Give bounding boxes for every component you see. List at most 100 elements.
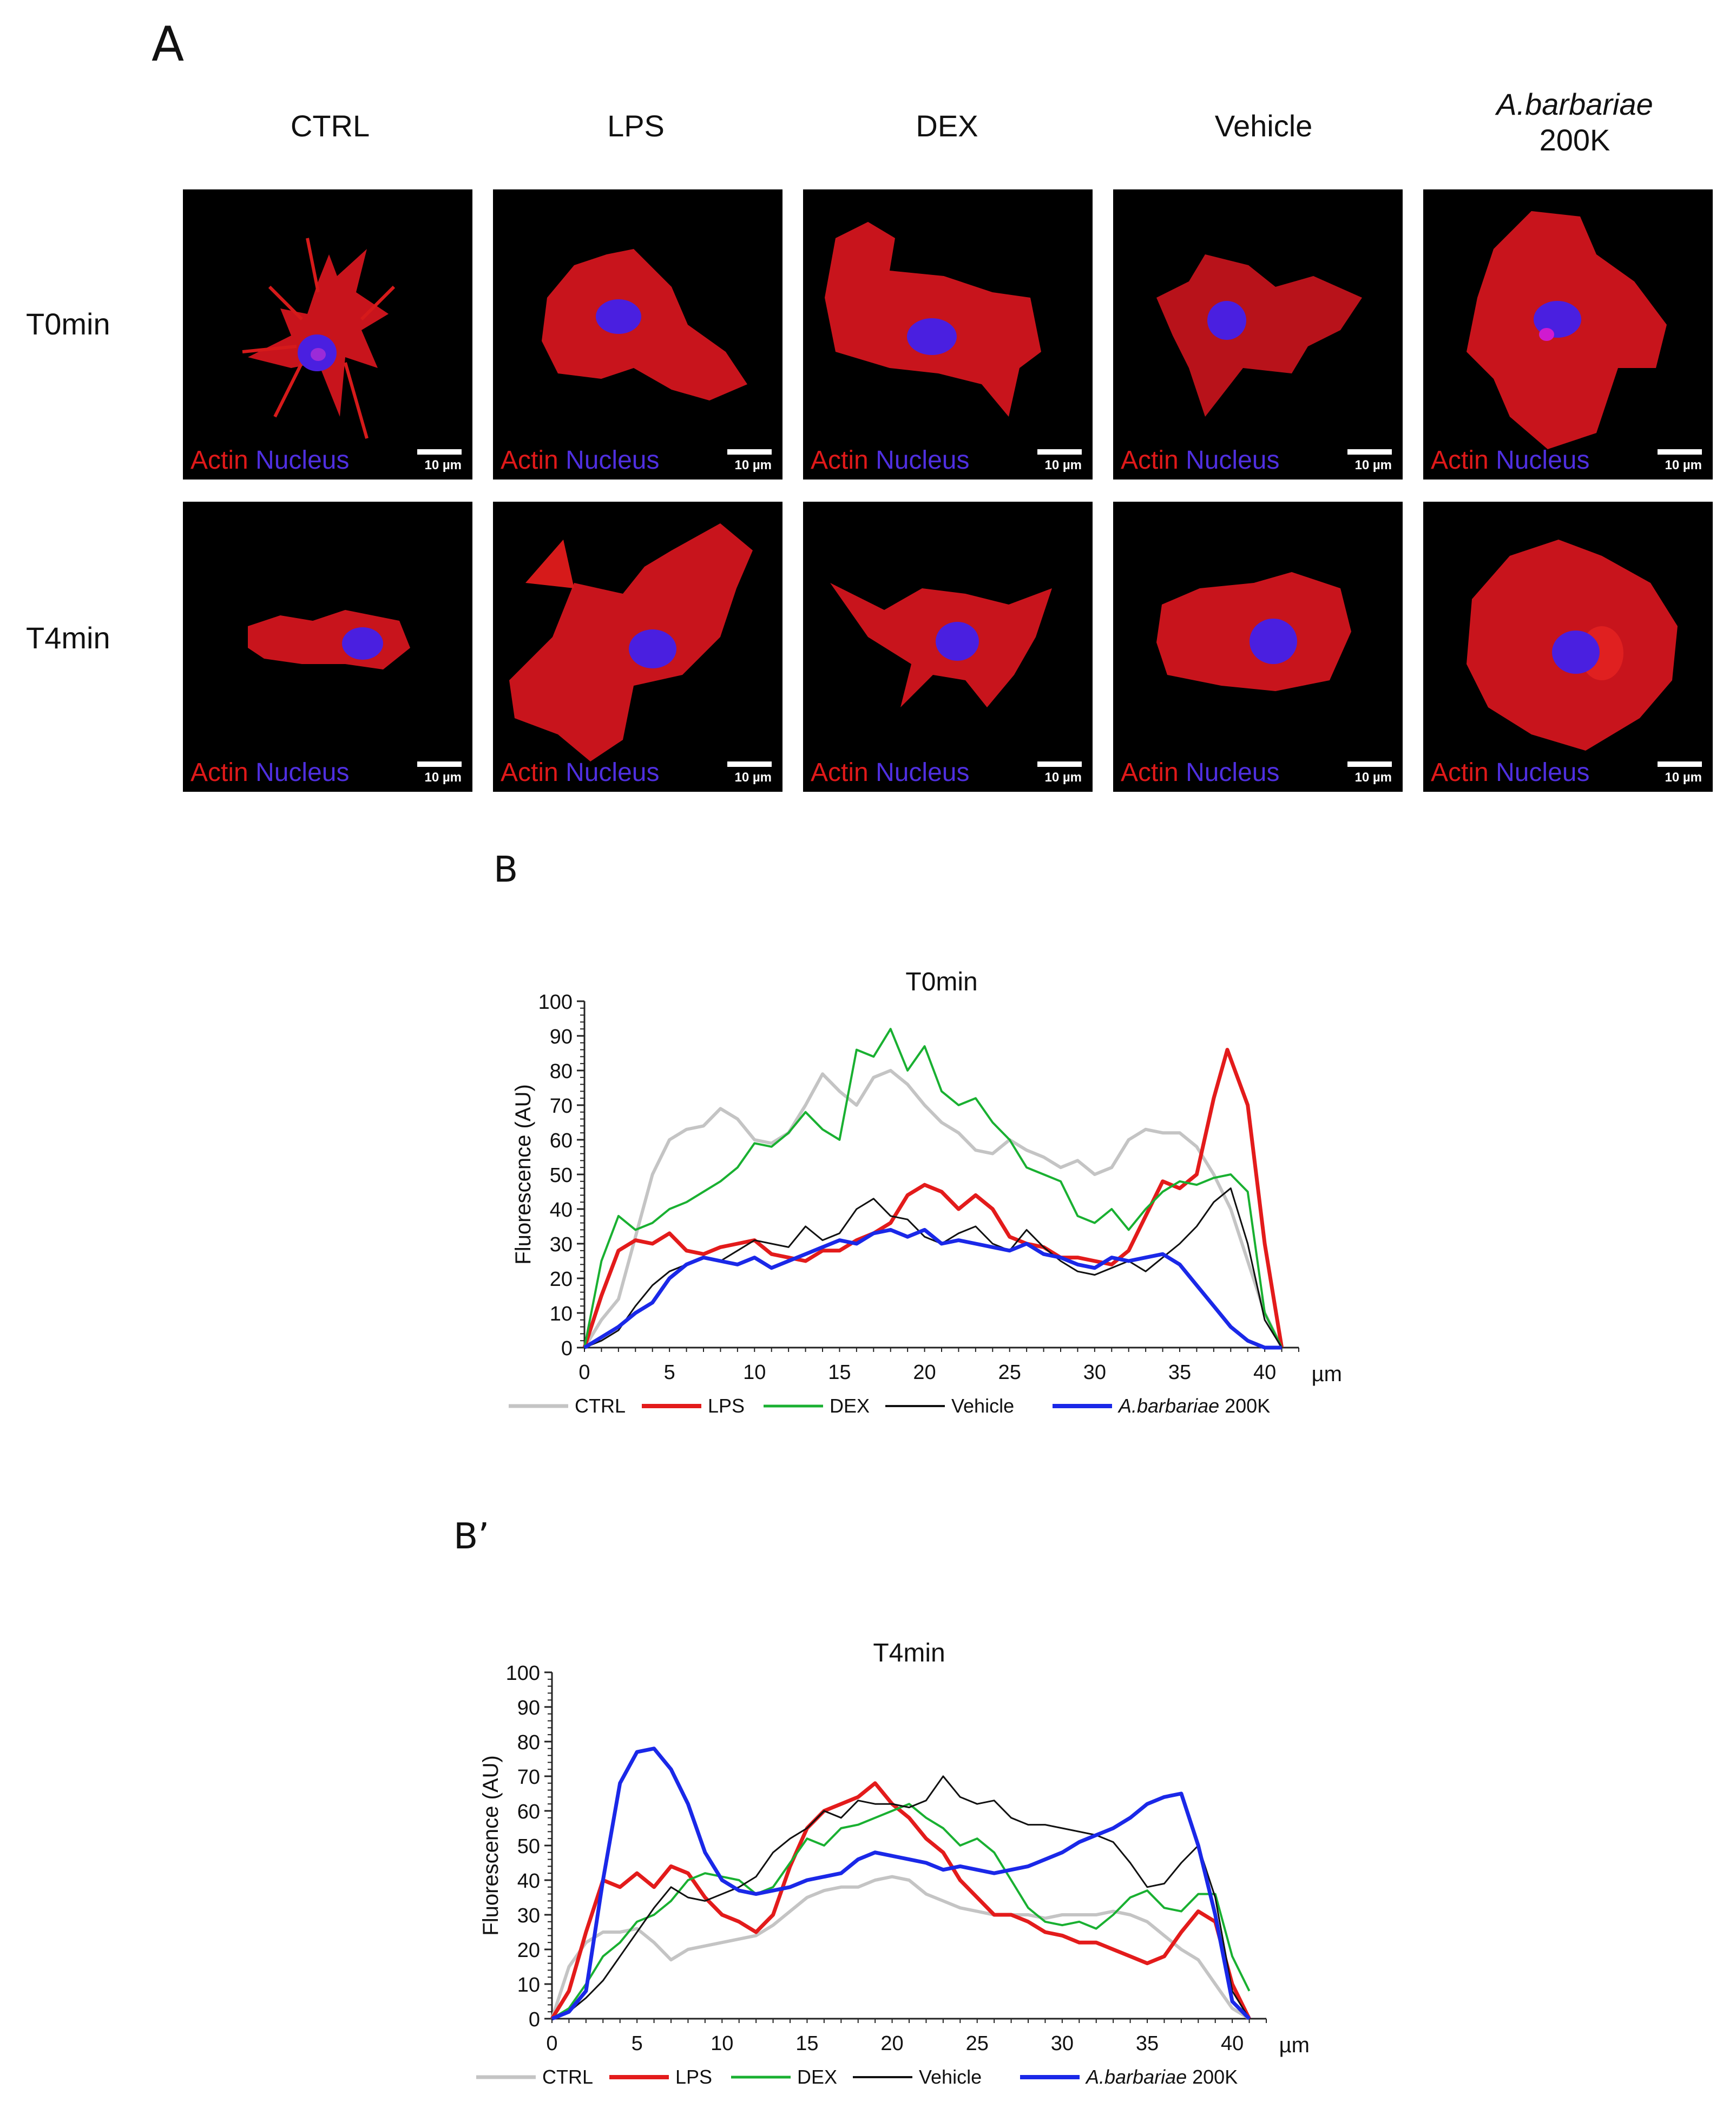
legend-entry: DEX [797,2066,837,2088]
scale-bar-label: 10 µm [1354,770,1392,785]
micrograph-ctrl-t4: Actin Nucleus 10 µm [183,502,472,792]
micrograph-lps-t4: Actin Nucleus 10 µm [493,502,782,792]
actin-label: Actin [190,758,248,787]
nucleus-label: Nucleus [1496,446,1590,475]
y-tick-label: 0 [561,1337,573,1360]
y-tick-label: 0 [529,2008,540,2031]
y-tick-label: 20 [517,1939,540,1962]
y-tick-label: 100 [506,1662,540,1685]
chart-title: T4min [873,1639,945,1667]
legend-entry: A.barbariae 200K [1085,2066,1238,2088]
legend-entry: Vehicle [951,1395,1014,1417]
y-tick-label: 40 [517,1870,540,1893]
x-tick-label: 35 [1168,1361,1191,1384]
scale-bar-label: 10 µm [1665,770,1702,785]
stain-legend: Actin Nucleus [501,445,659,475]
y-tick-label: 10 [517,1974,540,1997]
y-tick-label: 80 [550,1060,573,1083]
legend-entry: DEX [830,1395,870,1417]
y-tick-label: 20 [550,1268,573,1291]
scale-bar-label: 10 µm [734,458,772,472]
series-line-a-barbariae-200k [551,1746,1251,2021]
nucleus-label: Nucleus [876,446,970,475]
x-tick-label: 0 [578,1361,590,1384]
x-tick-label: 20 [880,2032,903,2055]
x-tick-label: 30 [1051,2032,1074,2055]
y-tick-label: 50 [550,1164,573,1187]
nucleus-label: Nucleus [876,758,970,787]
scale-bar [1658,449,1702,455]
column-title: Vehicle [1214,109,1313,143]
y-tick-label: 80 [517,1731,540,1754]
x-tick-label: 10 [711,2032,733,2055]
nucleus-label: Nucleus [1186,446,1280,475]
series-line-dex [583,1028,1283,1348]
stain-legend: Actin Nucleus [1431,445,1589,475]
y-tick-label: 90 [517,1697,540,1719]
series-line-dex [551,1803,1251,2020]
stain-legend: Actin Nucleus [1431,758,1589,787]
legend-entry: Vehicle [919,2066,982,2088]
scale-bar [1037,449,1082,455]
series-line-ctrl [583,1069,1284,1349]
series-line-a-barbariae-200k [583,1227,1282,1350]
legend-entry: LPS [675,2066,712,2088]
line-chart-t4: T4min 0 10 20 30 40 50 60 70 80 90 100 0 5 10 15 20 25 30 3… [444,1624,1418,2108]
stain-legend: Actin Nucleus [811,445,969,475]
nucleus-label: Nucleus [565,446,660,475]
column-subtitle: 200K [1539,123,1610,157]
y-tick-label: 10 [550,1303,573,1325]
column-title: DEX [916,109,978,143]
column-header-ctrl: CTRL [184,108,476,144]
column-header-abarbariae: A.barbariae 200K [1429,87,1721,158]
column-header-vehicle: Vehicle [1117,108,1410,144]
y-tick-label: 100 [538,991,573,1014]
series-line-vehicle [551,1775,1250,2020]
series-line-lps [550,1781,1251,2020]
micrograph-abarbariae-t4: Actin Nucleus 10 µm [1423,502,1713,792]
x-axis-label: µm [1279,2033,1310,2057]
x-tick-label: 40 [1221,2032,1244,2055]
y-tick-label: 60 [550,1129,573,1152]
y-axis-label: Fluorescence (AU) [511,1084,535,1264]
chart-t0-svg: T0min 0 10 20 30 40 50 60 70 80 90 100 0 5 10 15 20 25 30 3… [509,968,1342,1417]
scale-bar-label: 10 µm [1044,458,1082,472]
scale-bar [727,449,772,455]
actin-label: Actin [811,446,869,475]
actin-label: Actin [501,446,558,475]
x-tick-label: 0 [546,2032,557,2055]
nucleus-label: Nucleus [255,446,350,475]
legend-entry: CTRL [542,2066,593,2088]
x-tick-label: 25 [998,1361,1021,1384]
chart-t4-svg: T4min 0 10 20 30 40 50 60 70 80 90 100 0 5 10 15 20 25 30 3… [476,1639,1310,2088]
scale-bar [1658,761,1702,767]
y-tick-label: 70 [550,1095,573,1118]
legend-entry: LPS [708,1395,745,1417]
actin-label: Actin [501,758,558,787]
x-tick-label: 15 [795,2032,818,2055]
scale-bar [727,761,772,767]
column-title: CTRL [290,109,370,143]
series-line-vehicle [584,1187,1283,1349]
row-header-t4: T4min [26,621,110,655]
y-tick-label: 40 [550,1199,573,1222]
micrograph-dex-t4: Actin Nucleus 10 µm [803,502,1093,792]
scale-bar-label: 10 µm [424,770,462,785]
y-tick-label: 60 [517,1801,540,1823]
x-tick-label: 30 [1083,1361,1106,1384]
x-tick-label: 5 [664,1361,675,1384]
scale-bar-label: 10 µm [424,458,462,472]
actin-label: Actin [1431,758,1489,787]
scale-bar [417,449,462,455]
x-tick-label: 35 [1136,2032,1159,2055]
column-title: LPS [607,109,665,143]
x-tick-label: 40 [1253,1361,1276,1384]
y-tick-label: 70 [517,1766,540,1789]
series-line-ctrl [550,1875,1251,2020]
y-tick-label: 90 [550,1026,573,1048]
x-axis-label: µm [1312,1362,1342,1386]
x-tick-label: 5 [632,2032,643,2055]
stain-legend: Actin Nucleus [190,445,349,475]
micrograph-abarbariae-t0: Actin Nucleus 10 µm [1423,189,1713,480]
scale-bar-label: 10 µm [1354,458,1392,472]
